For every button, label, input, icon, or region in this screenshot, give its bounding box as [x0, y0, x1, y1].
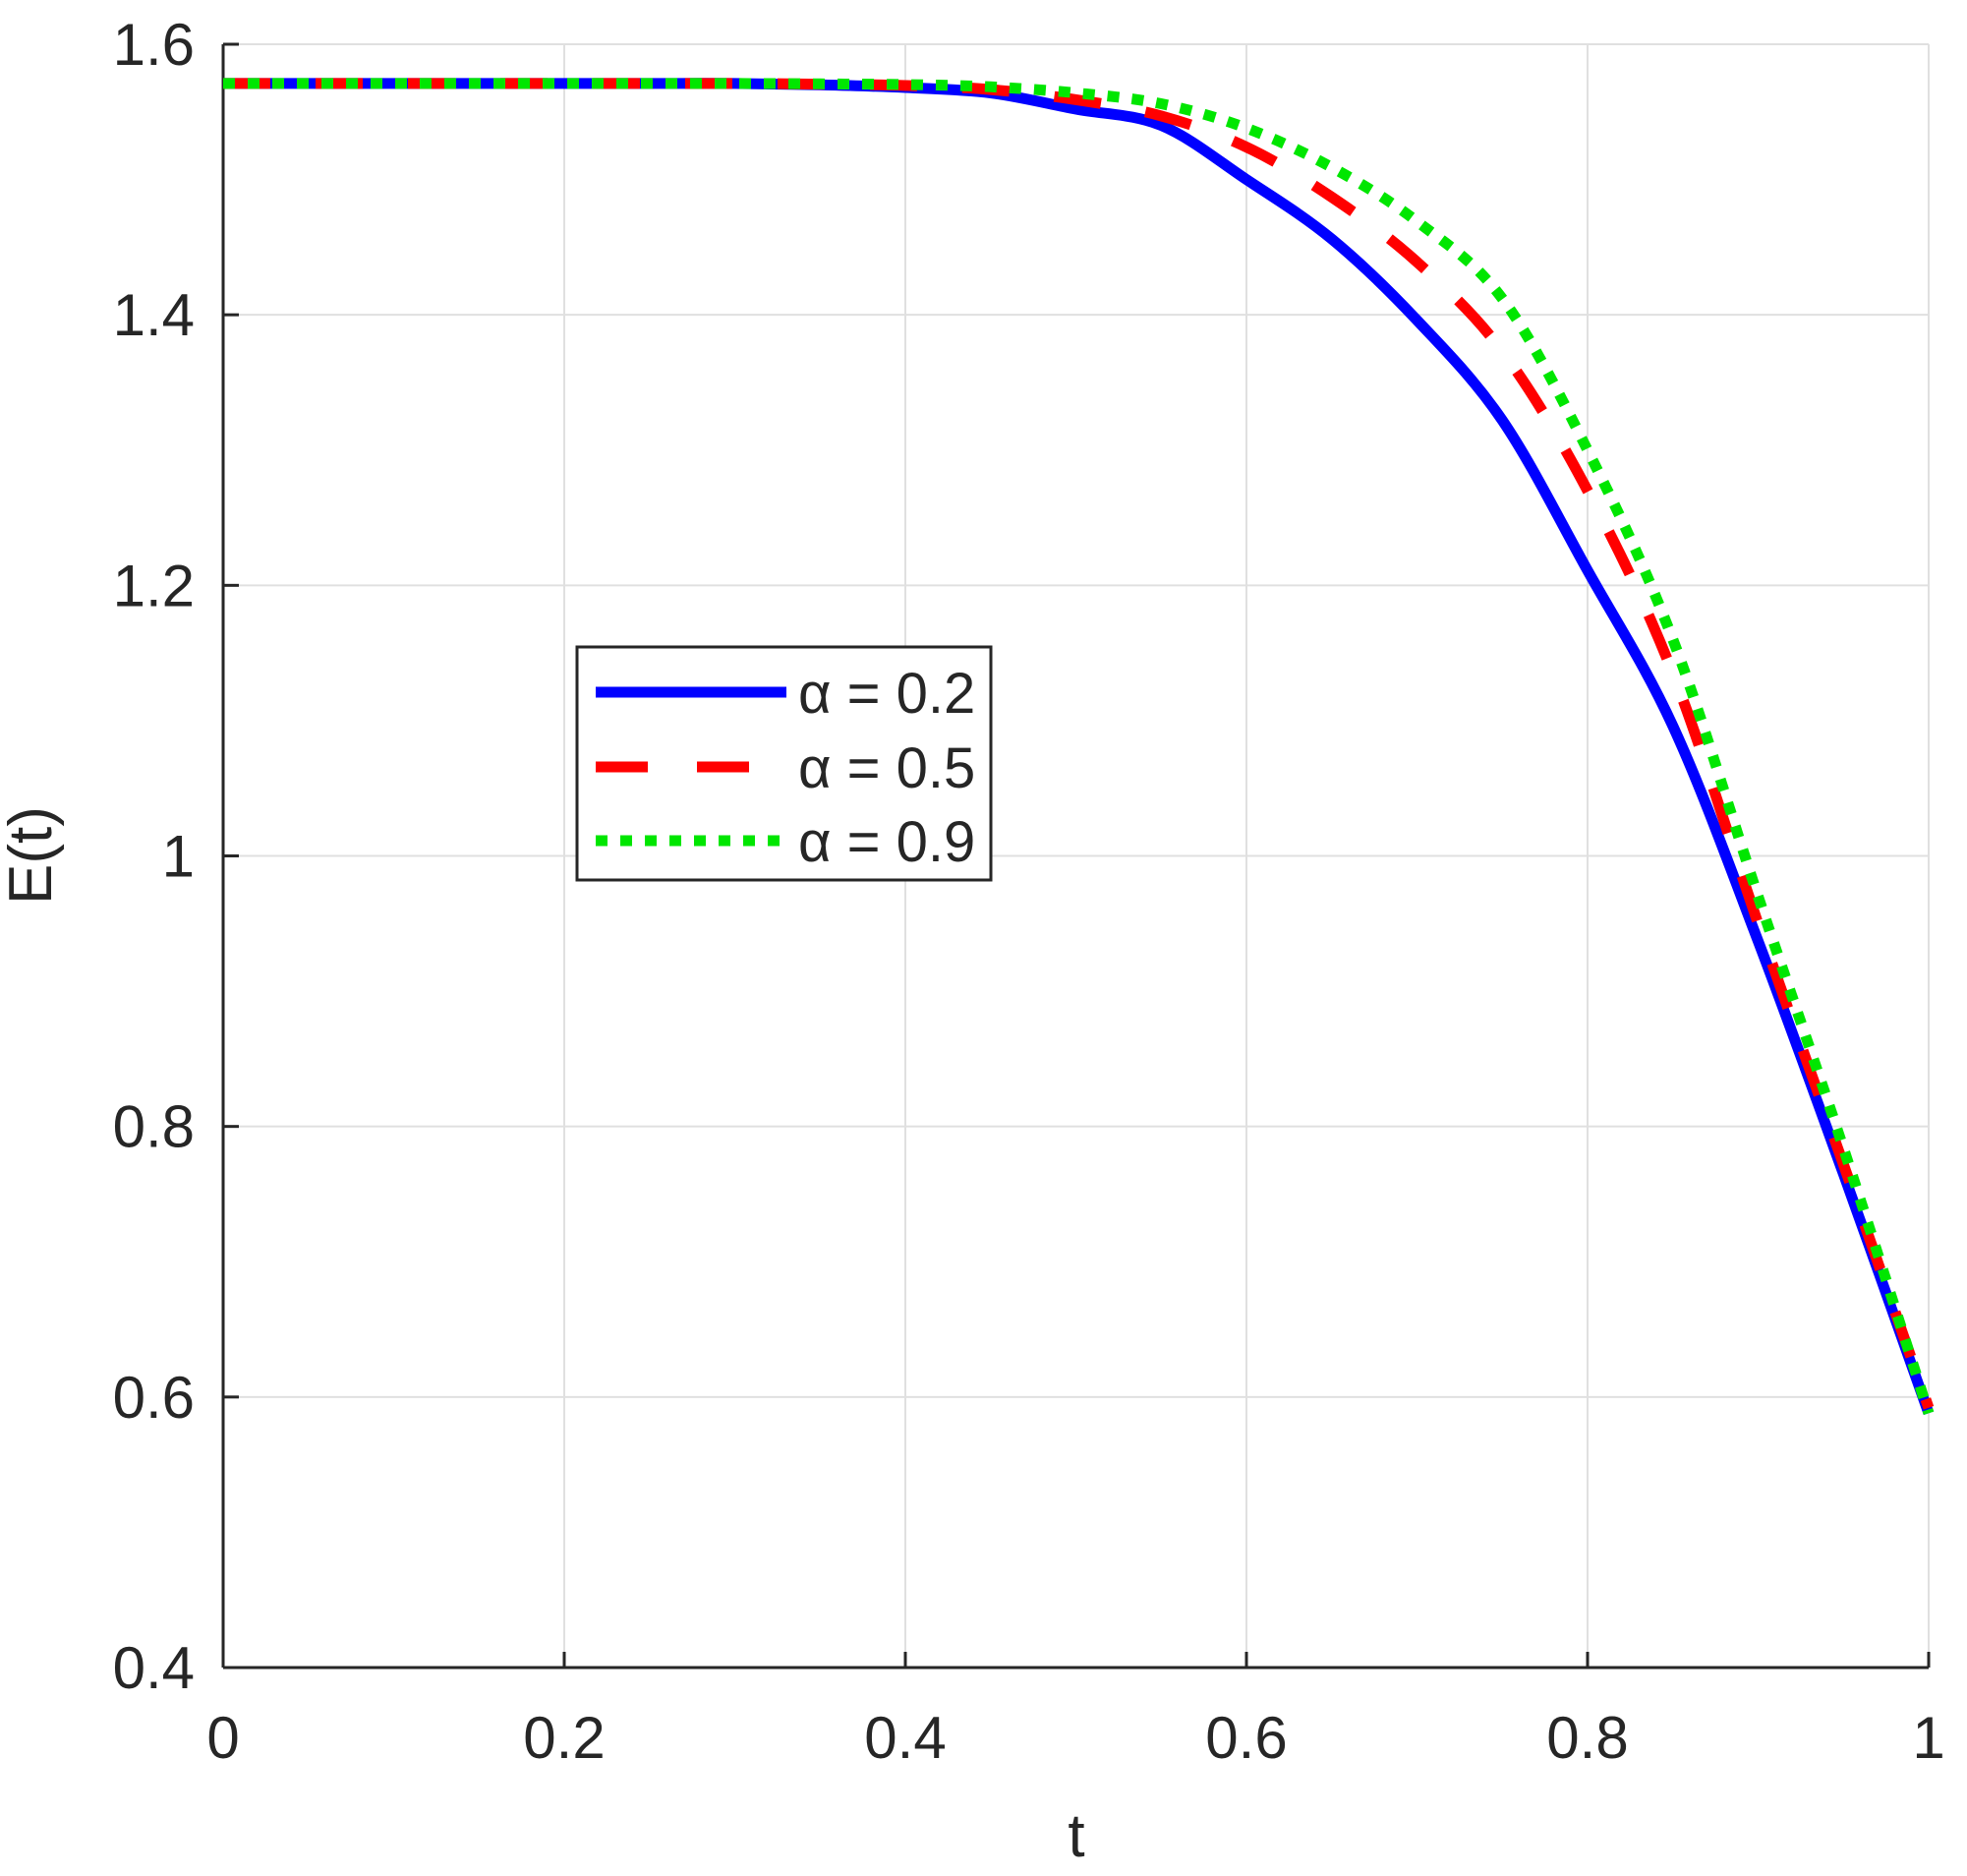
- curve-α=0.9: [223, 78, 1935, 1415]
- legend-entry-alpha-0.9: α = 0.9: [798, 810, 975, 874]
- y-tick-label-1.6: 1.6: [113, 12, 195, 78]
- curve-α=0.5: [223, 78, 1935, 1410]
- x-tick-label-0.6: 0.6: [1205, 1705, 1287, 1771]
- y-tick-label-1: 1: [162, 824, 195, 890]
- x-tick-label-0.2: 0.2: [523, 1705, 605, 1771]
- axes: [221, 42, 1931, 1670]
- x-tick-label-0.4: 0.4: [864, 1705, 946, 1771]
- legend-entry-alpha-0.2: α = 0.2: [798, 662, 975, 726]
- x-axis-label: t: [1068, 1802, 1084, 1870]
- y-tick-label-0.4: 0.4: [113, 1635, 195, 1701]
- x-tick-label-1: 1: [1912, 1705, 1944, 1771]
- curves: [223, 78, 1935, 1416]
- curve-α=0.2: [223, 78, 1935, 1416]
- x-tick-label-0.8: 0.8: [1546, 1705, 1628, 1771]
- y-axis-label: E(t): [0, 806, 65, 905]
- tick-labels: 0 0.2 0.4 0.6 0.8 1 0.4 0.6 0.8 1 1.2 1.4 1.6: [113, 12, 1945, 1771]
- y-tick-label-0.8: 0.8: [113, 1094, 195, 1160]
- legend-entry-alpha-0.5: α = 0.5: [798, 736, 975, 800]
- x-tick-label-0: 0: [206, 1705, 239, 1771]
- y-tick-label-0.6: 0.6: [113, 1365, 195, 1431]
- y-tick-label-1.2: 1.2: [113, 553, 195, 618]
- grid: [222, 43, 1930, 1669]
- y-tick-label-1.4: 1.4: [113, 282, 195, 348]
- legend: α = 0.2 α = 0.5 α = 0.9: [575, 645, 993, 882]
